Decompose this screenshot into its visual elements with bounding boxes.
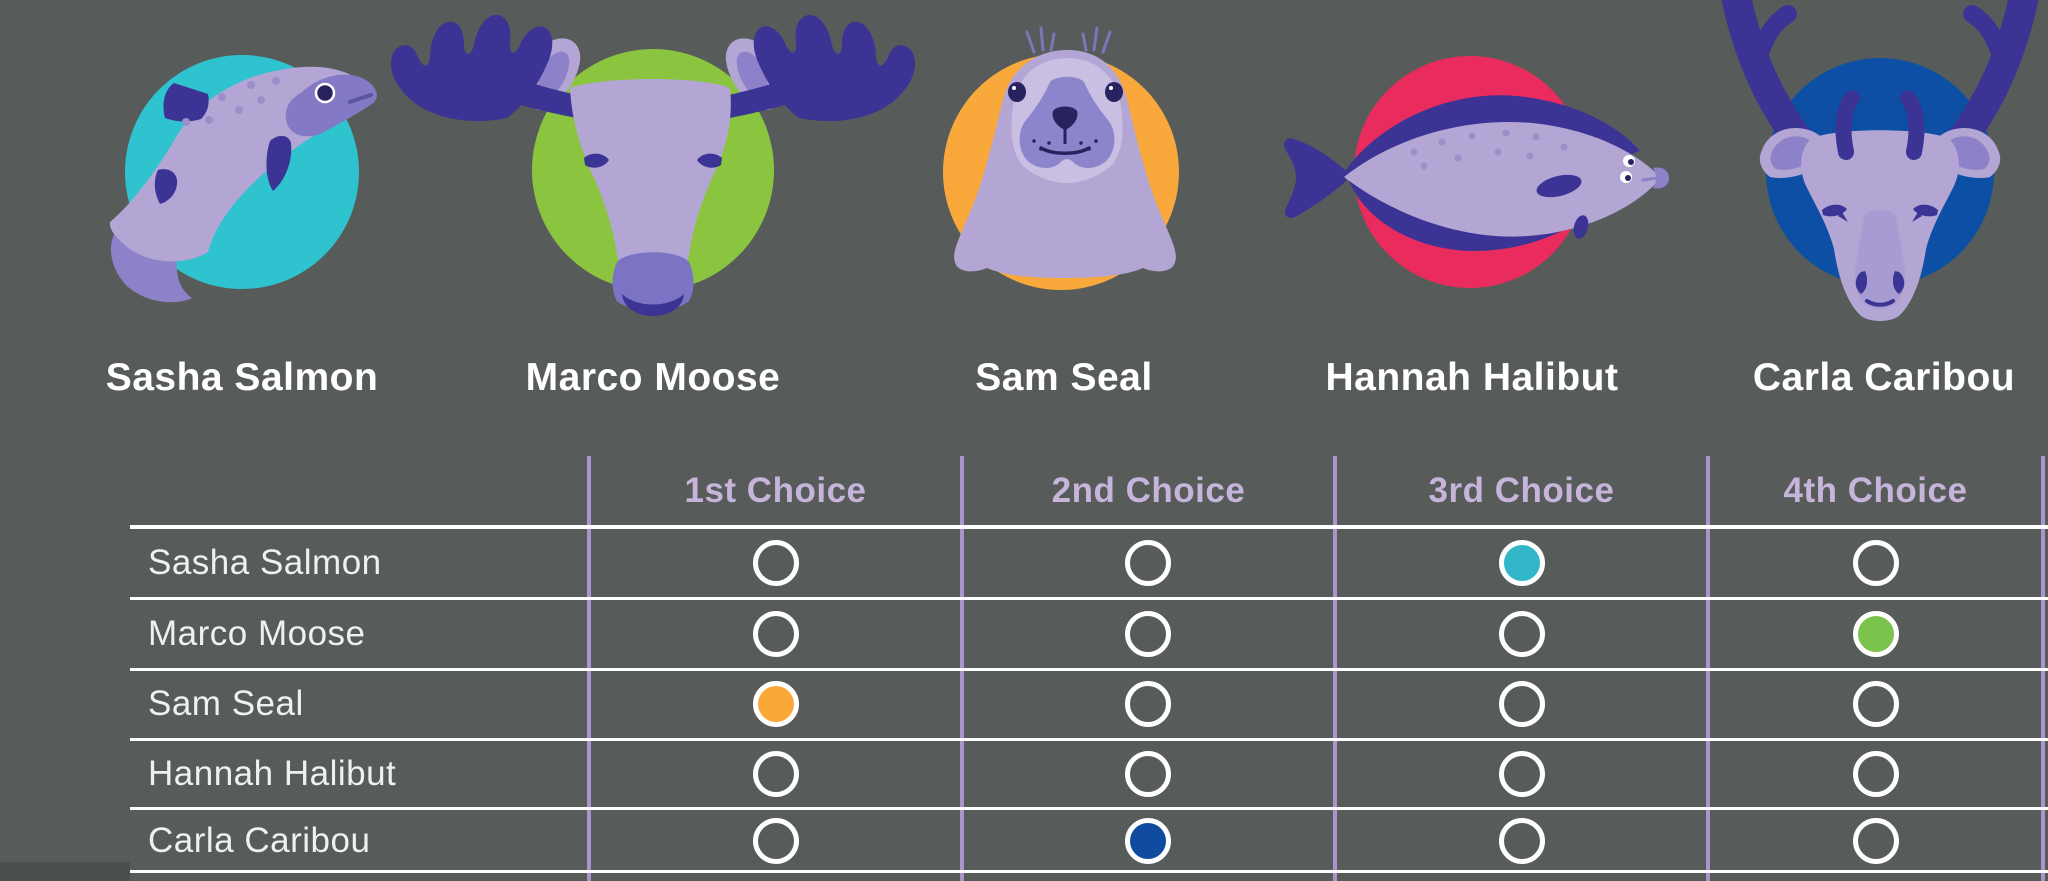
column-header-4th-choice: 4th Choice [1783,471,1968,510]
moose-icon [391,14,915,316]
candidate-name: Sasha Salmon [105,356,379,399]
radio-carla-caribou-choice-3[interactable] [1499,818,1545,864]
radio-sam-seal-choice-3[interactable] [1499,681,1545,727]
radio-sasha-salmon-choice-2[interactable] [1125,540,1171,586]
radio-sam-seal-choice-2[interactable] [1125,681,1171,727]
radio-sam-seal-choice-4[interactable] [1853,681,1899,727]
row-divider [130,807,2048,810]
candidate-row-label: Sasha Salmon [148,543,382,582]
column-header-2nd-choice: 2nd Choice [1051,471,1246,510]
radio-hannah-halibut-choice-3[interactable] [1499,751,1545,797]
candidate-carla-caribou: Carla Caribou [1524,0,2048,430]
row-divider [130,597,2048,600]
radio-marco-moose-choice-3[interactable] [1499,611,1545,657]
halibut-icon [1284,56,1669,288]
row-divider [130,870,2048,873]
radio-carla-caribou-choice-4[interactable] [1853,818,1899,864]
candidate-row-label: Sam Seal [148,684,304,723]
radio-marco-moose-choice-2[interactable] [1125,611,1171,657]
corner-block [0,862,130,881]
candidate-name: Carla Caribou [1752,356,2016,399]
radio-marco-moose-choice-4[interactable] [1853,611,1899,657]
column-header-1st-choice: 1st Choice [684,471,867,510]
radio-sasha-salmon-choice-1[interactable] [753,540,799,586]
row-divider [130,738,2048,741]
row-divider [130,668,2048,671]
row-divider [130,525,2048,529]
radio-marco-moose-choice-1[interactable] [753,611,799,657]
candidate-row-label: Marco Moose [148,614,366,653]
candidate-row-label: Hannah Halibut [148,754,397,793]
seal-icon [943,26,1179,290]
candidate-name: Sam Seal [975,356,1153,399]
radio-sasha-salmon-choice-3[interactable] [1499,540,1545,586]
candidate-row-label: Carla Caribou [148,821,371,860]
candidate-sasha-salmon: Sasha Salmon [0,0,602,430]
candidate-marco-moose: Marco Moose [293,0,1013,430]
radio-carla-caribou-choice-2[interactable] [1125,818,1171,864]
column-header-3rd-choice: 3rd Choice [1428,471,1615,510]
radio-sam-seal-choice-1[interactable] [753,681,799,727]
radio-sasha-salmon-choice-4[interactable] [1853,540,1899,586]
candidate-name: Hannah Halibut [1325,356,1619,399]
caribou-icon [1721,0,2039,321]
radio-carla-caribou-choice-1[interactable] [753,818,799,864]
radio-hannah-halibut-choice-1[interactable] [753,751,799,797]
candidate-name: Marco Moose [525,356,781,399]
candidate-sam-seal: Sam Seal [704,0,1424,430]
salmon-icon [109,55,377,303]
candidate-hannah-halibut: Hannah Halibut [1112,0,1832,430]
radio-hannah-halibut-choice-2[interactable] [1125,751,1171,797]
radio-hannah-halibut-choice-4[interactable] [1853,751,1899,797]
